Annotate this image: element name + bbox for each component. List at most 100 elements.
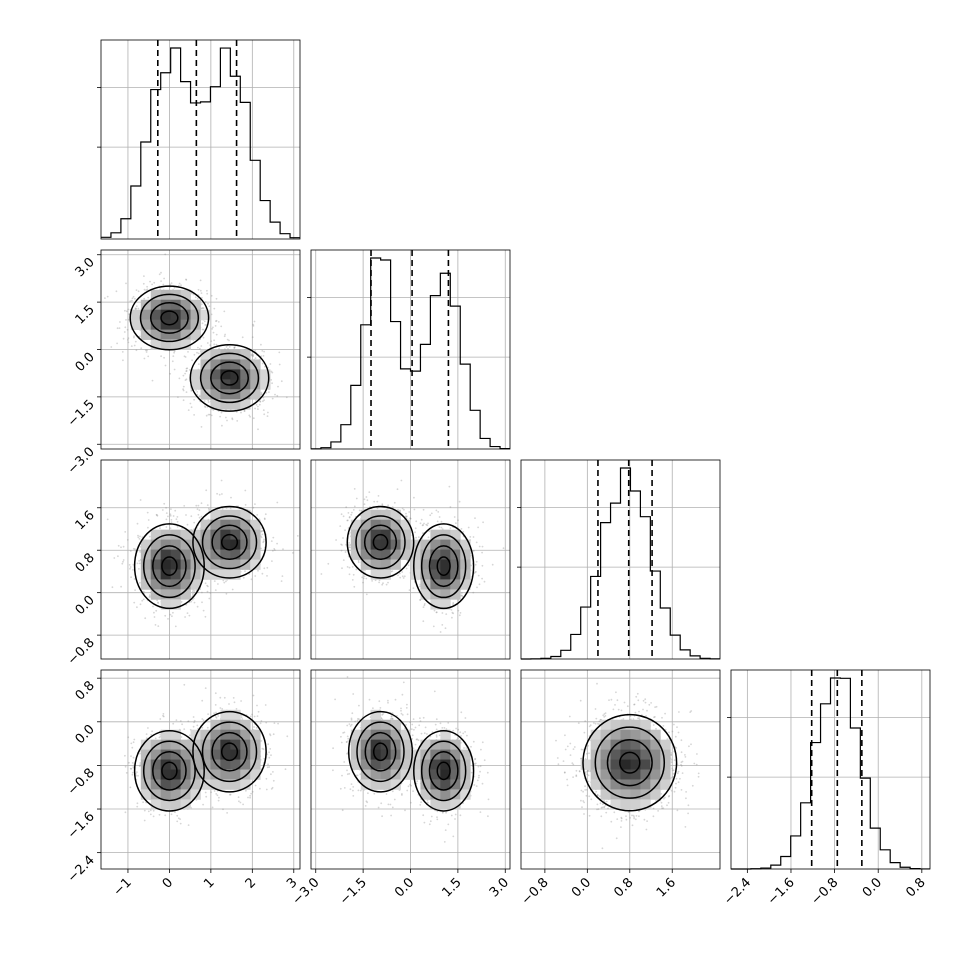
density-cell bbox=[400, 539, 411, 550]
scatter-point bbox=[176, 516, 179, 518]
scatter-point bbox=[177, 396, 179, 398]
scatter-point bbox=[148, 596, 151, 598]
scatter-point bbox=[138, 560, 141, 562]
density-cell bbox=[420, 539, 431, 550]
density-cell bbox=[350, 549, 362, 560]
scatter-point bbox=[278, 351, 281, 354]
scatter-point bbox=[477, 574, 480, 577]
scatter-point bbox=[408, 511, 411, 513]
scatter-point bbox=[176, 525, 179, 528]
contours bbox=[133, 505, 267, 610]
scatter-point bbox=[435, 611, 438, 614]
scatter-point bbox=[401, 575, 404, 578]
joint-frame bbox=[310, 459, 511, 660]
scatter-point bbox=[171, 360, 174, 363]
scatter-point bbox=[123, 331, 126, 333]
density-cell bbox=[140, 559, 152, 570]
scatter-point bbox=[272, 549, 274, 552]
density-cell bbox=[190, 329, 201, 340]
density-cell bbox=[400, 519, 411, 531]
scatter-point bbox=[176, 520, 179, 523]
scatter-point bbox=[124, 309, 126, 312]
scatter-point bbox=[133, 601, 136, 604]
scatter-point bbox=[144, 349, 147, 352]
density-cell bbox=[360, 559, 372, 570]
scatter-point bbox=[277, 385, 279, 388]
scatter-point bbox=[218, 347, 221, 350]
density-cell bbox=[160, 579, 172, 590]
scatter-point bbox=[206, 289, 208, 292]
scatter-point bbox=[226, 419, 228, 422]
scatter-point bbox=[229, 793, 231, 796]
scatter-point bbox=[169, 513, 172, 516]
scatter-point bbox=[133, 335, 135, 338]
scatter-point bbox=[125, 319, 127, 321]
scatter-point bbox=[117, 544, 120, 547]
scatter-point bbox=[422, 508, 425, 511]
scatter-point bbox=[244, 504, 247, 506]
scatter-point bbox=[131, 771, 134, 774]
density-cell bbox=[230, 359, 241, 370]
scatter-point bbox=[263, 350, 265, 353]
scatter-point bbox=[257, 405, 259, 408]
scatter-point bbox=[216, 492, 219, 495]
scatter-point bbox=[201, 322, 204, 325]
scatter-point bbox=[196, 351, 198, 354]
scatter-point bbox=[147, 296, 150, 299]
scatter-point bbox=[135, 774, 138, 777]
scatter-point bbox=[217, 583, 219, 585]
scatter-point bbox=[174, 625, 177, 628]
scatter-point bbox=[172, 611, 174, 614]
scatter-point bbox=[244, 570, 246, 572]
density-cell bbox=[220, 399, 231, 410]
scatter-point bbox=[240, 716, 243, 719]
scatter-point bbox=[184, 379, 187, 381]
scatter-point bbox=[130, 767, 133, 770]
scatter-point bbox=[248, 414, 251, 417]
scatter-point bbox=[339, 525, 342, 527]
scatter-point bbox=[190, 390, 193, 392]
scatter-point bbox=[412, 587, 415, 589]
scatter-point bbox=[210, 791, 213, 794]
scatter-point bbox=[363, 503, 366, 506]
scatter-point bbox=[260, 530, 263, 532]
scatter-point bbox=[126, 328, 129, 331]
scatter-point bbox=[408, 589, 411, 591]
density-cell bbox=[380, 529, 391, 540]
scatter-point bbox=[204, 615, 207, 618]
scatter-point bbox=[351, 566, 354, 568]
scatter-point bbox=[341, 567, 343, 570]
scatter-point bbox=[121, 562, 124, 565]
scatter-point bbox=[255, 399, 257, 402]
scatter-point bbox=[186, 523, 189, 526]
scatter-point bbox=[124, 811, 127, 814]
scatter-point bbox=[381, 503, 384, 506]
scatter-point bbox=[296, 527, 298, 529]
scatter-point bbox=[122, 359, 124, 362]
density-cell bbox=[160, 599, 172, 610]
scatter-point bbox=[139, 550, 141, 553]
scatter-point bbox=[441, 612, 444, 614]
scatter-point bbox=[460, 594, 463, 597]
scatter-point bbox=[153, 281, 156, 284]
scatter-point bbox=[145, 351, 148, 353]
density-cell bbox=[150, 559, 162, 570]
scatter-point bbox=[162, 713, 165, 715]
scatter-point bbox=[351, 579, 354, 581]
hist-bars-p3 bbox=[731, 677, 930, 870]
scatter-point bbox=[226, 812, 229, 814]
scatter-point bbox=[210, 313, 213, 316]
density-cell bbox=[460, 579, 471, 590]
density-cell bbox=[370, 549, 382, 560]
scatter-point bbox=[366, 499, 369, 502]
scatter-point bbox=[129, 566, 132, 568]
scatter-point bbox=[376, 507, 379, 510]
density-cell bbox=[250, 549, 261, 560]
scatter-point bbox=[438, 526, 441, 528]
scatter-point bbox=[200, 307, 203, 310]
scatter-point bbox=[146, 349, 148, 352]
scatter-point bbox=[198, 516, 201, 519]
scatter-point bbox=[214, 589, 217, 591]
density-cell bbox=[220, 359, 231, 370]
scatter-point bbox=[252, 355, 255, 358]
